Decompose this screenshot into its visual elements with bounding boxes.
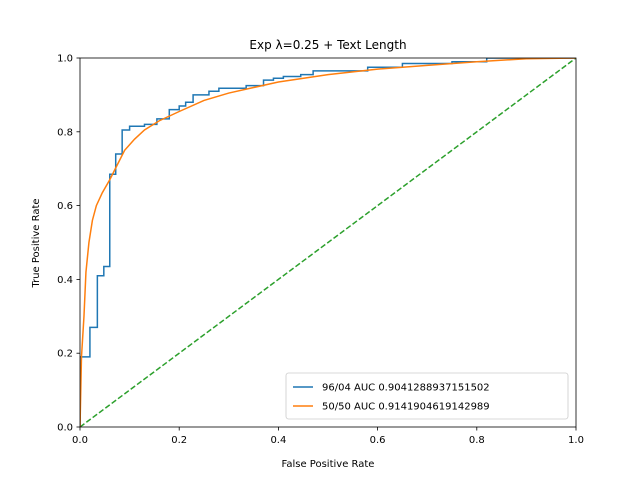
y-tick-label: 0.6 — [57, 201, 73, 212]
legend-entry: 50/50 AUC 0.9141904619142989 — [322, 402, 490, 413]
x-tick-label: 0.6 — [370, 435, 386, 446]
plot-area — [80, 58, 576, 427]
x-tick-label: 0.8 — [469, 435, 485, 446]
axes: 0.0 0.2 0.4 0.6 0.8 1.0 0.0 0.2 0.4 0.6 0.8 1.0 — [57, 54, 584, 447]
legend-box — [285, 372, 569, 420]
legend: 96/04 AUC 0.9041288937151502 50/50 AUC 0.… — [285, 372, 569, 420]
series-line-1 — [80, 58, 576, 427]
axes-frame — [79, 57, 577, 428]
y-tick-label: 0.8 — [57, 127, 73, 138]
y-tick-label: 0.0 — [57, 423, 73, 434]
x-tick-label: 0.0 — [72, 435, 88, 446]
chart-title: Exp λ=0.25 + Text Length — [249, 38, 406, 52]
x-tick-label: 1.0 — [568, 435, 584, 446]
legend-entry: 96/04 AUC 0.9041288937151502 — [322, 383, 490, 394]
series-line-0 — [80, 58, 576, 427]
x-tick-label: 0.2 — [171, 435, 187, 446]
y-axis-label: True Positive Rate — [31, 198, 42, 288]
x-axis-label: False Positive Rate — [282, 459, 375, 470]
y-tick-label: 0.2 — [57, 349, 73, 360]
chance-diagonal-line — [80, 58, 576, 427]
x-tick-label: 0.4 — [270, 435, 286, 446]
y-tick-label: 0.4 — [57, 275, 73, 286]
y-tick-label: 1.0 — [57, 54, 73, 65]
